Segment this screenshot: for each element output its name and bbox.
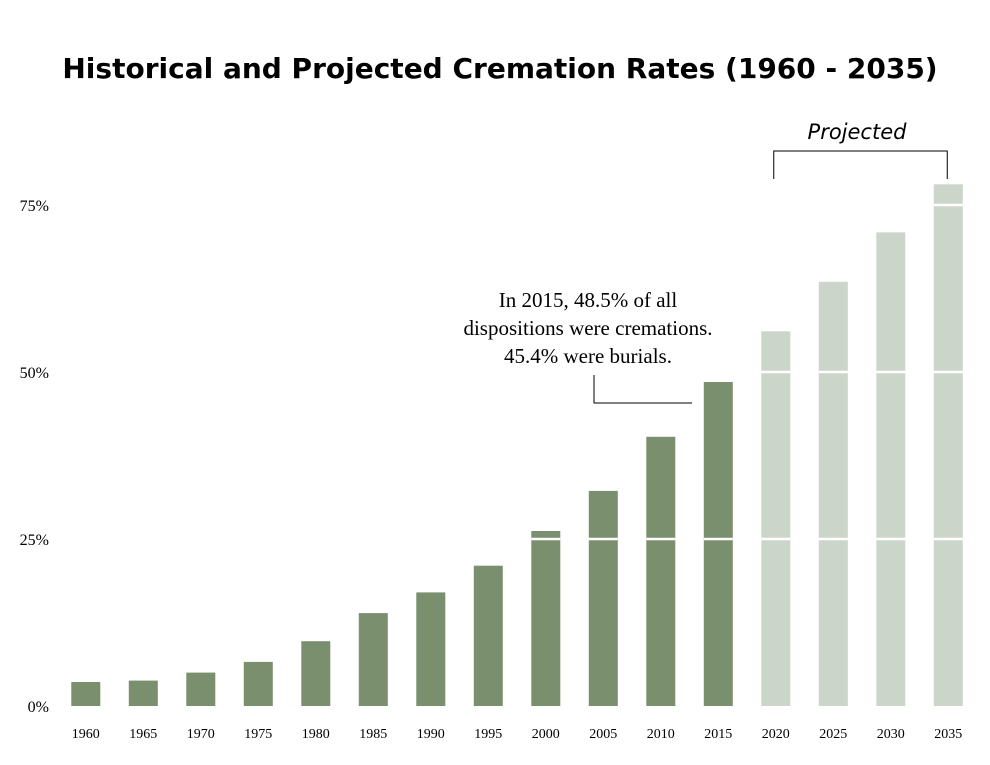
projected-bracket-group: Projected [773, 120, 948, 179]
x-tick-label: 1980 [302, 727, 330, 742]
bar-1975 [243, 661, 273, 706]
y-tick-label: 75% [20, 198, 49, 215]
bar-2005 [588, 490, 618, 706]
bar-1985 [358, 613, 388, 706]
x-tick-label: 2010 [647, 727, 675, 742]
x-tick-label: 1975 [244, 727, 272, 742]
y-tick-label: 50% [20, 365, 49, 382]
x-tick-label: 1960 [72, 727, 100, 742]
gridlines [531, 203, 963, 541]
x-tick-label: 1990 [417, 727, 445, 742]
bar-2035 [933, 184, 963, 707]
x-axis-ticks: 1960 1965 1970 1975 1980 1985 1990 1995 2000 2005… [72, 727, 962, 742]
y-tick-label: 0% [28, 699, 49, 716]
bar-2020 [761, 331, 791, 706]
x-tick-label: 2030 [877, 727, 905, 742]
x-tick-label: 2035 [934, 727, 962, 742]
bar-2000 [531, 531, 561, 706]
x-tick-label: 1970 [187, 727, 215, 742]
projected-label: Projected [808, 120, 908, 144]
x-tick-label: 1995 [474, 727, 502, 742]
x-tick-label: 2020 [762, 727, 790, 742]
bars [71, 184, 963, 707]
bar-2025 [818, 281, 848, 706]
chart-title: Historical and Projected Cremation Rates… [62, 52, 937, 85]
bar-1990 [416, 592, 446, 706]
annotation-line: In 2015, 48.5% of all [499, 288, 678, 312]
annotation-line: dispositions were cremations. [463, 316, 712, 340]
x-tick-label: 2005 [589, 727, 617, 742]
y-axis-ticks: 0% 25% 50% 75% [20, 198, 49, 716]
bar-1960 [71, 682, 101, 706]
bar-1995 [473, 565, 503, 706]
bar-1965 [128, 680, 158, 706]
x-tick-label: 2000 [532, 727, 560, 742]
x-tick-label: 2025 [819, 727, 847, 742]
bar-2010 [646, 436, 676, 706]
x-tick-label: 2015 [704, 727, 732, 742]
projected-bracket [773, 150, 948, 179]
x-tick-label: 1985 [359, 727, 387, 742]
y-tick-label: 25% [20, 532, 49, 549]
bar-1970 [186, 672, 216, 706]
x-tick-label: 1965 [129, 727, 157, 742]
bar-2030 [876, 232, 906, 706]
annotation: In 2015, 48.5% of all dispositions were … [463, 288, 713, 404]
bar-2015 [703, 382, 733, 706]
annotation-line: 45.4% were burials. [504, 344, 672, 368]
bar-1980 [301, 641, 331, 706]
annotation-leader-line [593, 375, 692, 404]
